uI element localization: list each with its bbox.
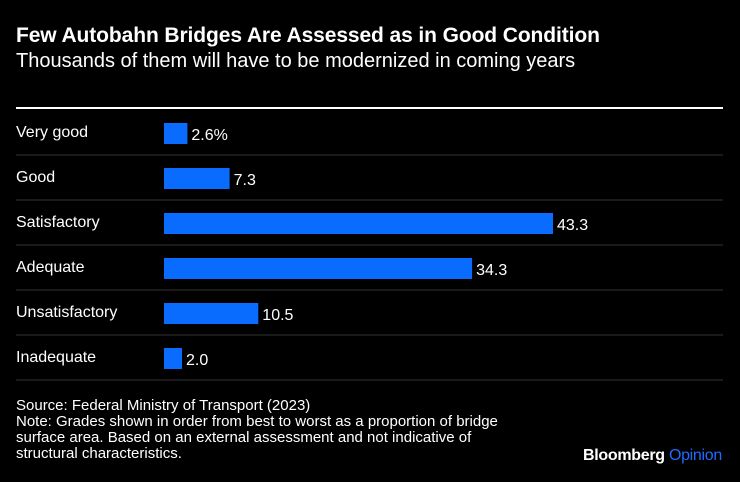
- value-label: 7.3: [234, 172, 256, 189]
- note-line-3: structural characteristics.: [16, 445, 182, 462]
- value-label: 10.5: [262, 307, 293, 324]
- chart-subtitle: Thousands of them will have to be modern…: [16, 50, 576, 72]
- source-line: Source: Federal Ministry of Transport (2…: [16, 397, 311, 414]
- brand-logo: Bloomberg Opinion: [583, 447, 722, 465]
- category-label: Adequate: [16, 259, 85, 276]
- value-label: 2.6%: [191, 127, 227, 144]
- bar: [164, 303, 259, 324]
- source-note: Source: Federal Ministry of Transport (2…: [16, 398, 576, 462]
- value-label: 2.0: [186, 352, 208, 369]
- bar: [164, 348, 182, 369]
- category-label: Very good: [16, 124, 88, 141]
- brand-secondary: Opinion: [668, 447, 722, 464]
- value-label: 43.3: [557, 217, 588, 234]
- bar: [164, 213, 553, 234]
- chart-title: Few Autobahn Bridges Are Assessed as in …: [16, 24, 600, 47]
- category-label: Satisfactory: [16, 214, 100, 231]
- note-line-1: Note: Grades shown in order from best to…: [16, 413, 498, 430]
- bar: [164, 258, 473, 279]
- category-label: Good: [16, 169, 55, 186]
- bar: [164, 123, 188, 144]
- bar: [164, 168, 230, 189]
- category-label: Inadequate: [16, 349, 96, 366]
- brand-primary: Bloomberg: [583, 447, 665, 464]
- category-label: Unsatisfactory: [16, 304, 117, 321]
- note-line-2: surface area. Based on an external asses…: [16, 429, 472, 446]
- value-label: 34.3: [476, 262, 507, 279]
- top-divider: [16, 107, 723, 109]
